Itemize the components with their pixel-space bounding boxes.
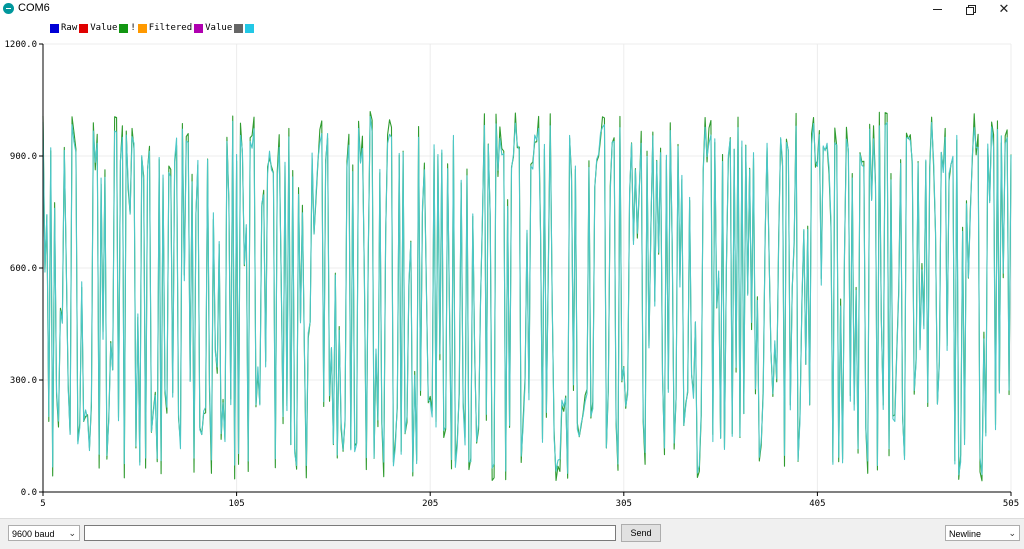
- legend-label: Filtered: [148, 23, 193, 33]
- restore-icon: [966, 5, 976, 15]
- legend-label: Value: [205, 23, 233, 33]
- x-tick-label: 405: [809, 499, 825, 509]
- minimize-button[interactable]: [920, 0, 954, 18]
- baud-rate-value: 9600 baud: [12, 529, 55, 539]
- serial-plot: 0.0 300.0 600.0 900.0 1200.0 5 105 205 305 405 505: [4, 40, 1019, 509]
- close-button[interactable]: ✕: [987, 0, 1021, 18]
- legend-swatch: [234, 23, 244, 33]
- arduino-icon: [3, 3, 14, 14]
- series-line-filtered: [42, 115, 1012, 476]
- chevron-down-icon: ⌄: [68, 529, 76, 539]
- maximize-button[interactable]: [953, 0, 987, 18]
- x-tick-label: 505: [1003, 499, 1019, 509]
- line-ending-select[interactable]: Newline ⌄: [945, 525, 1020, 541]
- legend-swatch: [137, 23, 147, 33]
- legend-swatch: [79, 23, 89, 33]
- x-tick-label: 5: [40, 499, 45, 509]
- bottom-toolbar: 9600 baud ⌄ Send Newline ⌄: [0, 518, 1024, 549]
- y-tick-label: 0.0: [21, 488, 37, 498]
- legend-label: Value: [90, 23, 118, 33]
- legend-label: !: [130, 23, 136, 33]
- x-tick-label: 305: [616, 499, 632, 509]
- title-bar: COM6 ✕: [0, 0, 1024, 18]
- y-tick-label: 600.0: [10, 264, 37, 274]
- line-ending-value: Newline: [949, 529, 982, 539]
- y-tick-label: 1200.0: [4, 40, 37, 50]
- window-title: COM6: [18, 2, 50, 14]
- legend-swatch: [194, 23, 204, 33]
- plot-legend: Raw Value! Filtered Value: [50, 22, 256, 34]
- plot-tick-labels: 0.0 300.0 600.0 900.0 1200.0 5 105 205 305 405 505: [4, 40, 1019, 509]
- y-tick-label: 300.0: [10, 376, 37, 386]
- send-text-input[interactable]: [84, 525, 616, 541]
- minimize-icon: [932, 9, 942, 10]
- legend-swatch: [245, 23, 255, 33]
- y-tick-label: 900.0: [10, 152, 37, 162]
- legend-label: Raw: [61, 23, 78, 33]
- close-icon: ✕: [998, 1, 1010, 17]
- plot-series: [42, 111, 1012, 482]
- x-tick-label: 105: [228, 499, 244, 509]
- plot-axes: [39, 43, 1012, 496]
- x-tick-label: 205: [422, 499, 438, 509]
- legend-swatch: [119, 23, 129, 33]
- chevron-down-icon: ⌄: [1008, 529, 1016, 539]
- baud-rate-select[interactable]: 9600 baud ⌄: [8, 525, 80, 541]
- legend-swatch: [50, 23, 59, 33]
- send-button[interactable]: Send: [621, 524, 661, 542]
